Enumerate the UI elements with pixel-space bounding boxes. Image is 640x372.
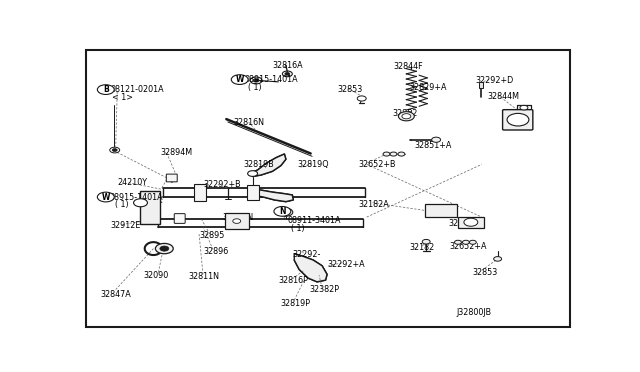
- FancyBboxPatch shape: [194, 185, 206, 201]
- Circle shape: [279, 208, 292, 216]
- Circle shape: [422, 240, 430, 244]
- Text: J32800JB: J32800JB: [456, 308, 492, 317]
- FancyBboxPatch shape: [425, 204, 457, 217]
- FancyBboxPatch shape: [479, 83, 483, 87]
- Circle shape: [357, 96, 366, 101]
- Text: 32182: 32182: [410, 243, 435, 252]
- FancyBboxPatch shape: [246, 185, 259, 201]
- Text: 32090: 32090: [143, 271, 169, 280]
- Text: 32382P: 32382P: [309, 285, 339, 294]
- Text: 32819P: 32819P: [281, 298, 311, 308]
- Text: 32816A: 32816A: [273, 61, 303, 70]
- FancyBboxPatch shape: [225, 213, 248, 230]
- Text: 32851: 32851: [448, 219, 474, 228]
- Circle shape: [253, 79, 259, 82]
- FancyBboxPatch shape: [140, 191, 161, 224]
- Text: W: W: [236, 75, 244, 84]
- Text: 32819B: 32819B: [244, 160, 275, 169]
- Text: 32851+A: 32851+A: [415, 141, 452, 150]
- Circle shape: [110, 147, 120, 153]
- Circle shape: [285, 73, 290, 75]
- Text: N: N: [283, 209, 289, 215]
- Circle shape: [383, 152, 390, 156]
- Text: ( 1): ( 1): [291, 224, 305, 233]
- Text: 32853: 32853: [473, 268, 498, 277]
- Polygon shape: [253, 154, 286, 176]
- Text: 32805N: 32805N: [223, 212, 254, 222]
- Circle shape: [282, 71, 292, 77]
- Text: 32182A: 32182A: [359, 200, 390, 209]
- Text: 32894M: 32894M: [161, 148, 193, 157]
- Polygon shape: [253, 189, 293, 202]
- Text: 32652+B: 32652+B: [359, 160, 396, 169]
- Text: 32652+A: 32652+A: [449, 242, 487, 251]
- Circle shape: [231, 75, 248, 84]
- Text: 32292+B: 32292+B: [203, 180, 241, 189]
- Circle shape: [464, 218, 478, 226]
- Circle shape: [431, 137, 440, 142]
- Text: < 1>: < 1>: [112, 93, 132, 102]
- Text: 24210Y: 24210Y: [117, 178, 147, 187]
- Circle shape: [463, 240, 469, 244]
- Circle shape: [97, 192, 114, 202]
- Circle shape: [390, 152, 397, 156]
- Text: 32844F: 32844F: [394, 62, 423, 71]
- Text: W: W: [102, 193, 110, 202]
- Circle shape: [493, 257, 502, 261]
- Text: ( 1): ( 1): [248, 83, 261, 92]
- FancyBboxPatch shape: [166, 174, 177, 182]
- FancyBboxPatch shape: [502, 110, 533, 130]
- Polygon shape: [294, 254, 327, 282]
- Text: 08915-1401A: 08915-1401A: [244, 75, 298, 84]
- FancyBboxPatch shape: [174, 214, 185, 223]
- Circle shape: [233, 219, 241, 223]
- Text: 32811N: 32811N: [188, 272, 219, 281]
- Circle shape: [520, 105, 528, 110]
- Circle shape: [402, 114, 411, 119]
- Circle shape: [507, 113, 529, 126]
- Text: 32816P: 32816P: [278, 276, 308, 285]
- Circle shape: [399, 112, 414, 121]
- Text: 32829+A: 32829+A: [410, 83, 447, 92]
- Circle shape: [160, 246, 169, 251]
- Circle shape: [248, 171, 257, 176]
- Text: 08911-3401A: 08911-3401A: [287, 216, 341, 225]
- Text: 32912E: 32912E: [111, 221, 141, 230]
- Text: 32292+D: 32292+D: [476, 76, 514, 85]
- Text: 32816N: 32816N: [234, 118, 265, 127]
- Circle shape: [469, 240, 476, 244]
- Circle shape: [274, 206, 291, 216]
- Circle shape: [134, 199, 147, 207]
- Text: 08121-0201A: 08121-0201A: [111, 85, 164, 94]
- Circle shape: [112, 149, 117, 151]
- Text: 32292+A: 32292+A: [327, 260, 365, 269]
- Circle shape: [97, 85, 114, 94]
- Text: ( 1): ( 1): [115, 200, 129, 209]
- Circle shape: [454, 240, 461, 244]
- Text: 32896: 32896: [203, 247, 228, 256]
- Text: 32292-: 32292-: [292, 250, 321, 259]
- Text: 08915-1401A: 08915-1401A: [110, 193, 163, 202]
- Circle shape: [156, 243, 173, 254]
- Text: B: B: [103, 85, 109, 94]
- Text: 32852: 32852: [392, 109, 418, 118]
- Text: 32895: 32895: [199, 231, 225, 240]
- FancyBboxPatch shape: [458, 217, 484, 228]
- Text: 32844M: 32844M: [488, 92, 520, 101]
- Text: 32847A: 32847A: [101, 290, 132, 299]
- Text: 32819Q: 32819Q: [297, 160, 329, 169]
- Text: 32853: 32853: [337, 86, 362, 94]
- Text: N: N: [279, 207, 285, 216]
- Circle shape: [398, 152, 405, 156]
- Circle shape: [250, 77, 262, 84]
